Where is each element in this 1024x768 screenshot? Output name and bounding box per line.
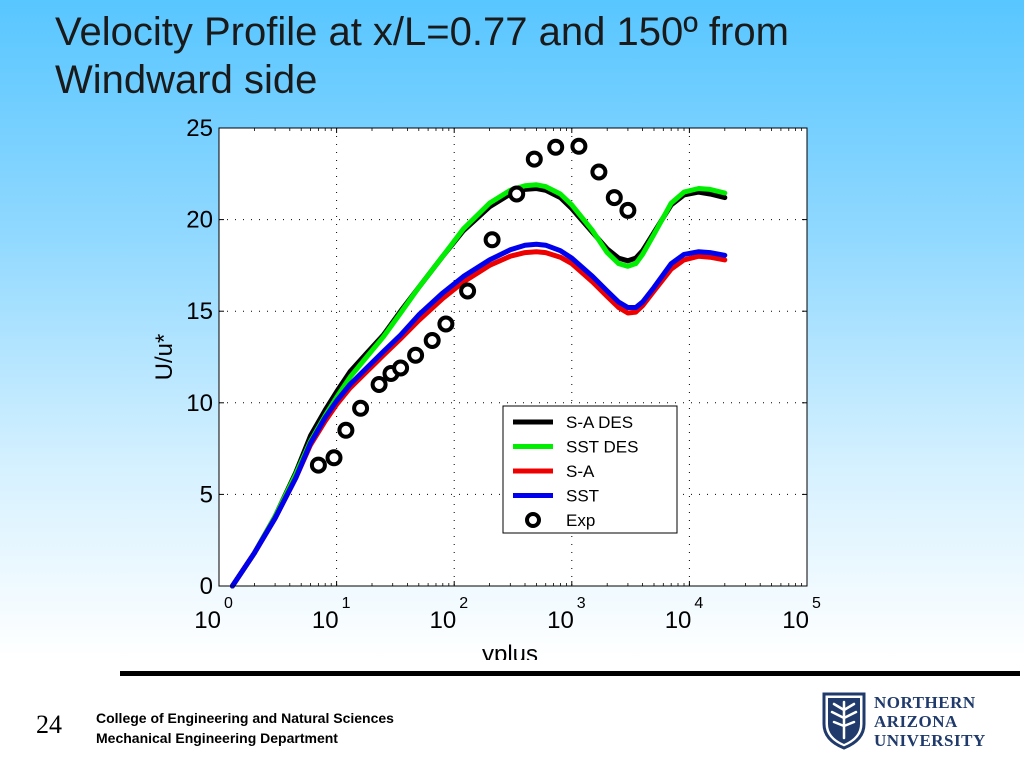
page-number: 24 (36, 710, 62, 739)
legend-marker (525, 512, 541, 528)
x-tick-label: 102 (429, 595, 468, 634)
legend: S-A DES SST DES S-A SST Exp (502, 405, 678, 534)
legend-label: S-A (566, 462, 595, 481)
x-tick-exponent: 2 (459, 595, 468, 612)
x-tick-label: 100 (194, 595, 233, 634)
exp-data-point (352, 399, 370, 417)
y-tick-label: 5 (200, 481, 213, 508)
legend-entry-exp: Exp (525, 511, 595, 530)
exp-data-point (590, 163, 608, 181)
exp-data-point (525, 150, 543, 168)
exp-data-point (423, 332, 441, 349)
x-tick-base: 10 (429, 607, 456, 634)
x-tick-exponent: 4 (694, 595, 703, 612)
legend-label: S-A DES (566, 413, 633, 432)
college-name: College of Engineering and Natural Scien… (96, 710, 394, 726)
exp-data-point (459, 282, 477, 300)
x-tick-exponent: 5 (812, 595, 821, 612)
legend-entry-sst: SST (513, 487, 599, 506)
x-tick-exponent: 3 (577, 595, 586, 612)
x-tick-label: 104 (665, 595, 704, 634)
y-tick-label: 15 (186, 298, 213, 325)
plot-frame (218, 127, 808, 587)
exp-data-point (437, 315, 455, 333)
exp-data-point (309, 456, 327, 474)
x-tick-exponent: 0 (224, 595, 233, 612)
x-tick-base: 10 (547, 607, 574, 634)
y-tick-labels: 0 5 10 15 20 25 (186, 115, 213, 600)
department-name: Mechanical Engineering Department (96, 730, 338, 746)
y-tick-label: 10 (186, 390, 213, 417)
x-tick-label: 103 (547, 595, 586, 634)
logo-wordmark: NORTHERN ARIZONA UNIVERSITY (874, 693, 986, 750)
x-tick-label: 105 (782, 595, 821, 634)
x-tick-base: 10 (782, 607, 809, 634)
exp-data-point (407, 346, 425, 364)
y-tick-label: 20 (186, 207, 213, 234)
legend-label: SST DES (566, 438, 638, 457)
exp-data-point (619, 201, 637, 219)
exp-data-point (337, 421, 355, 439)
legend-entry-s-a-des: S-A DES (513, 413, 633, 432)
exp-data-point (370, 376, 388, 393)
slide-title: Velocity Profile at x/L=0.77 and 150º fr… (55, 10, 789, 102)
legend-label: SST (566, 487, 599, 506)
x-tick-exponent: 1 (342, 595, 351, 612)
exp-data-point (547, 138, 565, 156)
exp-data-point (570, 137, 588, 155)
exp-data-point (605, 189, 623, 207)
series-line-sst (229, 241, 728, 589)
logo-line-3: UNIVERSITY (874, 731, 986, 750)
footer-divider (120, 671, 1020, 676)
x-tick-base: 10 (194, 607, 221, 634)
x-tick-label: 101 (312, 595, 351, 634)
series-layer (229, 182, 728, 589)
x-tick-base: 10 (312, 607, 339, 634)
x-tick-base: 10 (665, 607, 692, 634)
exp-data-point (392, 359, 410, 377)
exp-data-point (508, 185, 526, 203)
y-axis-label: U/u* (151, 334, 178, 381)
x-axis-label: yplus (482, 641, 538, 660)
marker-layer (309, 137, 637, 474)
legend-entry-s-a: S-A (513, 462, 595, 481)
nau-logo: NORTHERN ARIZONA UNIVERSITY (822, 692, 1002, 752)
exp-data-point (325, 449, 343, 467)
legend-entry-sst-des: SST DES (513, 438, 638, 457)
nau-shield-icon (822, 692, 866, 750)
legend-label: Exp (566, 511, 595, 530)
y-tick-label: 25 (186, 115, 213, 142)
logo-line-2: ARIZONA (874, 712, 958, 731)
y-tick-label: 0 (200, 573, 213, 600)
exp-data-point (483, 231, 501, 249)
logo-line-1: NORTHERN (874, 693, 976, 712)
footer-text: College of Engineering and Natural Scien… (96, 708, 394, 748)
